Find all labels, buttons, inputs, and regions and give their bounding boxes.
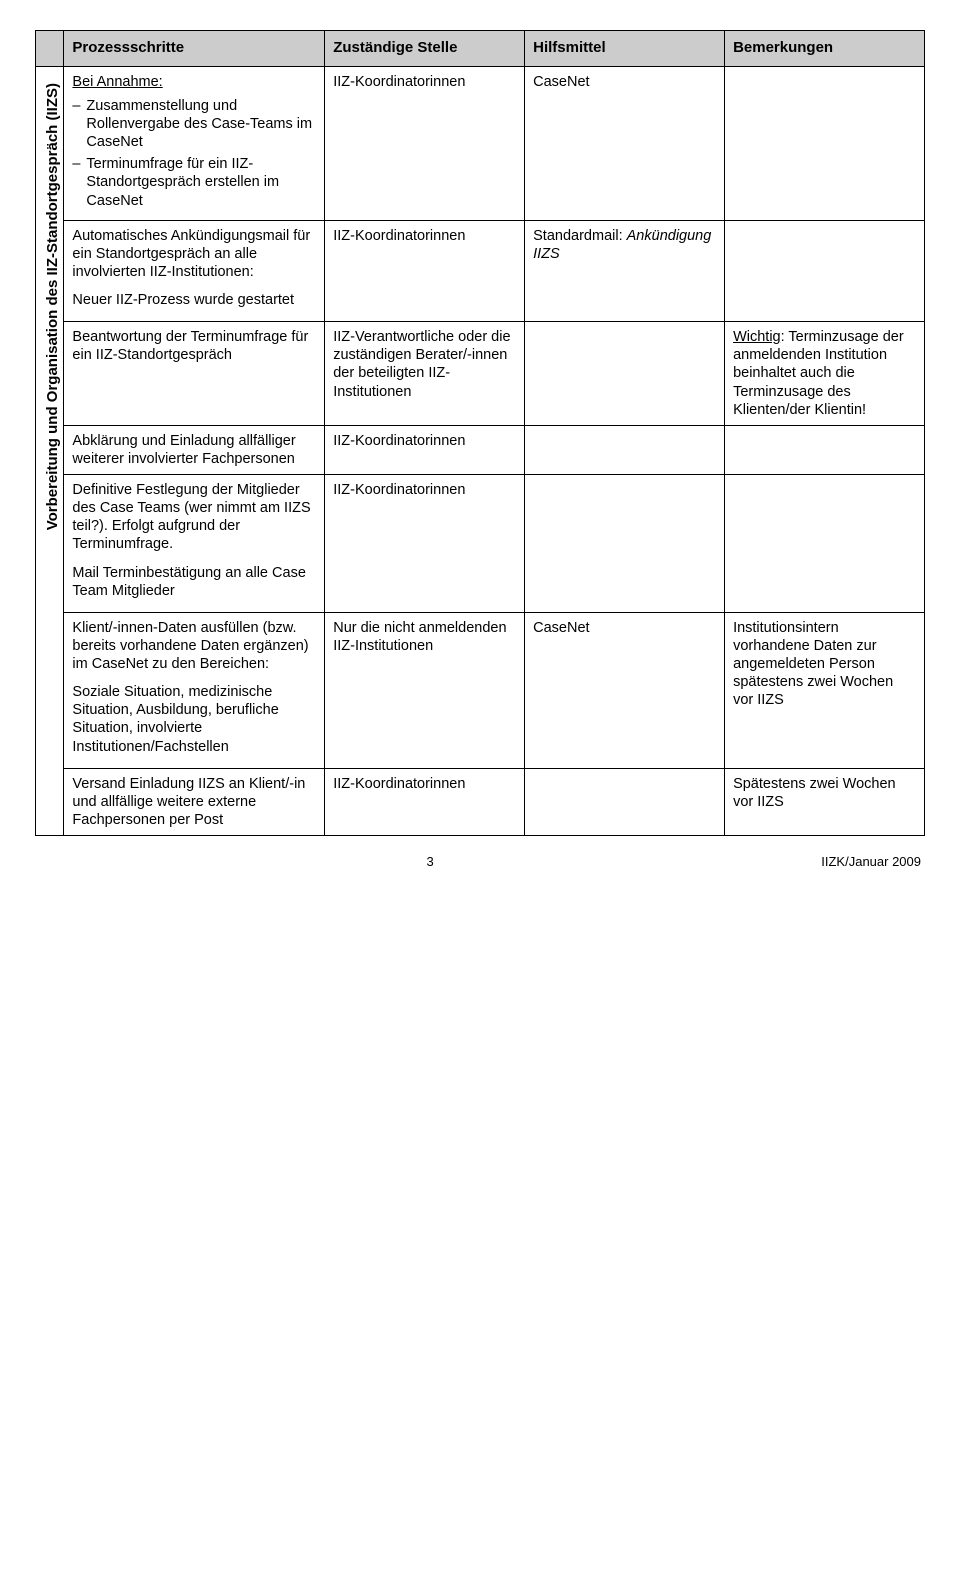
page-footer: 3 IIZK/Januar 2009	[35, 854, 925, 870]
text-block: Soziale Situation, medizinische Situatio…	[72, 683, 316, 756]
cell-stelle-2: IIZ-Koordinatorinnen	[325, 220, 525, 322]
header-prozessschritte: Prozessschritte	[64, 31, 325, 67]
list-item: – Terminumfrage für ein IIZ-Standortgesp…	[72, 155, 316, 209]
cell-bemerkung-4	[725, 425, 925, 474]
cell-bemerkung-3: Wichtig: Terminzusage der anmeldenden In…	[725, 322, 925, 426]
cell-hilfsmittel-3	[525, 322, 725, 426]
cell-prozess-1: Bei Annahme: – Zusammenstellung und Roll…	[64, 66, 325, 220]
dash-icon: –	[72, 97, 86, 151]
footer-right: IIZK/Januar 2009	[821, 854, 921, 870]
text-block: Automatisches Ankündigungsmail für ein S…	[72, 227, 316, 281]
cell-stelle-5: IIZ-Koordinatorinnen	[325, 475, 525, 613]
header-zustaendige-stelle: Zuständige Stelle	[325, 31, 525, 67]
header-hilfsmittel: Hilfsmittel	[525, 31, 725, 67]
intro-label: Bei Annahme:	[72, 73, 316, 91]
text-block: Definitive Festlegung der Mitglieder des…	[72, 481, 316, 554]
dash-icon: –	[72, 155, 86, 209]
cell-hilfsmittel-6: CaseNet	[525, 612, 725, 768]
header-side-blank	[36, 31, 64, 67]
std-mail-label: Standardmail:	[533, 228, 627, 244]
table-row: Definitive Festlegung der Mitglieder des…	[36, 475, 925, 613]
process-table: Prozessschritte Zuständige Stelle Hilfsm…	[35, 30, 925, 836]
wichtig-label: Wichtig	[733, 329, 781, 345]
table-row: Abklärung und Einladung allfälliger weit…	[36, 425, 925, 474]
header-row: Prozessschritte Zuständige Stelle Hilfsm…	[36, 31, 925, 67]
page-number: 3	[39, 854, 821, 870]
header-bemerkungen: Bemerkungen	[725, 31, 925, 67]
table-row: Automatisches Ankündigungsmail für ein S…	[36, 220, 925, 322]
cell-prozess-6: Klient/-innen-Daten ausfüllen (bzw. bere…	[64, 612, 325, 768]
cell-stelle-1: IIZ-Koordinatorinnen	[325, 66, 525, 220]
side-label: Vorbereitung und Organisation des IIZ-St…	[44, 73, 55, 540]
cell-stelle-7: IIZ-Koordinatorinnen	[325, 768, 525, 835]
cell-hilfsmittel-7	[525, 768, 725, 835]
cell-bemerkung-1	[725, 66, 925, 220]
cell-prozess-4: Abklärung und Einladung allfälliger weit…	[64, 425, 325, 474]
bullet-text: Zusammenstellung und Rollenvergabe des C…	[86, 97, 316, 151]
cell-stelle-4: IIZ-Koordinatorinnen	[325, 425, 525, 474]
cell-hilfsmittel-5	[525, 475, 725, 613]
cell-bemerkung-6: Institutionsintern vorhandene Daten zur …	[725, 612, 925, 768]
text-block: Mail Terminbestätigung an alle Case Team…	[72, 564, 316, 600]
cell-prozess-3: Beantwortung der Terminumfrage für ein I…	[64, 322, 325, 426]
cell-hilfsmittel-2: Standardmail: Ankündigung IIZS	[525, 220, 725, 322]
table-row: Klient/-innen-Daten ausfüllen (bzw. bere…	[36, 612, 925, 768]
table-row: Beantwortung der Terminumfrage für ein I…	[36, 322, 925, 426]
cell-bemerkung-7: Spätestens zwei Wochen vor IIZS	[725, 768, 925, 835]
list-item: – Zusammenstellung und Rollenvergabe des…	[72, 97, 316, 151]
side-label-cell: Vorbereitung und Organisation des IIZ-St…	[36, 66, 64, 835]
text-block: Klient/-innen-Daten ausfüllen (bzw. bere…	[72, 619, 316, 673]
cell-prozess-2: Automatisches Ankündigungsmail für ein S…	[64, 220, 325, 322]
cell-prozess-5: Definitive Festlegung der Mitglieder des…	[64, 475, 325, 613]
cell-hilfsmittel-1: CaseNet	[525, 66, 725, 220]
cell-stelle-3: IIZ-Verantwortliche oder die zuständigen…	[325, 322, 525, 426]
cell-prozess-7: Versand Einladung IIZS an Klient/-in und…	[64, 768, 325, 835]
bullet-text: Terminumfrage für ein IIZ-Standortgesprä…	[86, 155, 316, 209]
bullet-list: – Zusammenstellung und Rollenvergabe des…	[72, 97, 316, 210]
cell-hilfsmittel-4	[525, 425, 725, 474]
table-row: Versand Einladung IIZS an Klient/-in und…	[36, 768, 925, 835]
text-block: Neuer IIZ-Prozess wurde gestartet	[72, 291, 316, 309]
table-row: Vorbereitung und Organisation des IIZ-St…	[36, 66, 925, 220]
cell-bemerkung-2	[725, 220, 925, 322]
cell-bemerkung-5	[725, 475, 925, 613]
cell-stelle-6: Nur die nicht anmeldenden IIZ-Institutio…	[325, 612, 525, 768]
